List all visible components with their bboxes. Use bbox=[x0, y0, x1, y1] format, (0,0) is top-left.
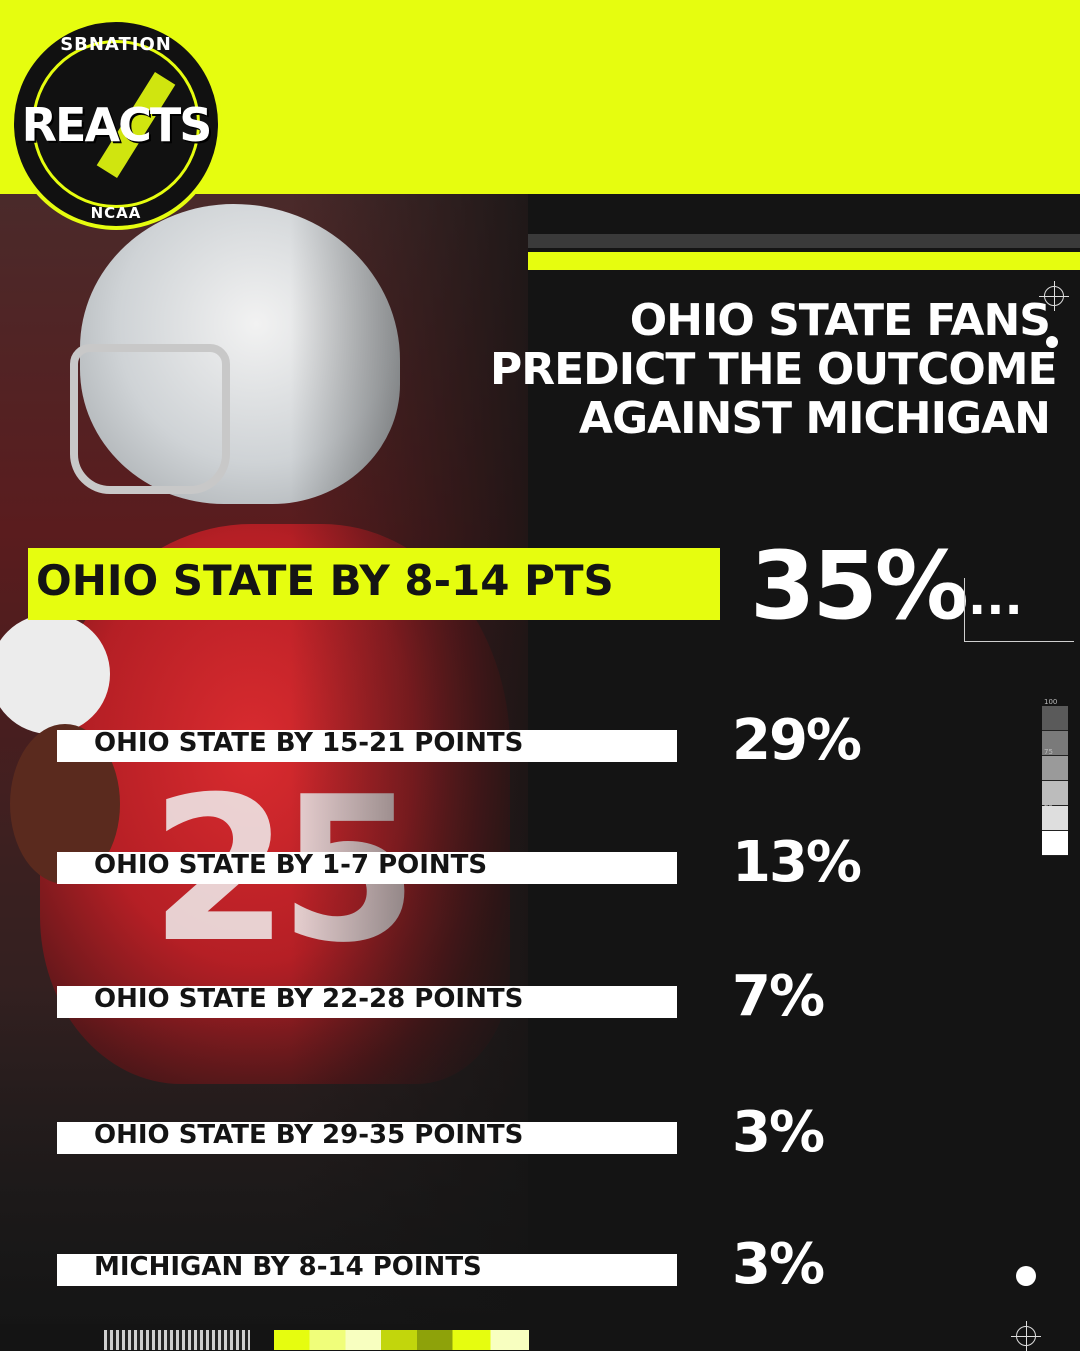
top-result-bar bbox=[28, 548, 720, 620]
speech-bubble-outline bbox=[964, 578, 1074, 642]
logo-ring bbox=[32, 40, 200, 208]
scale-tick-label: 75 bbox=[1044, 748, 1053, 756]
result-value: 3% bbox=[732, 1100, 825, 1165]
crosshair-icon bbox=[1011, 1321, 1041, 1351]
scale-segment bbox=[1042, 706, 1068, 731]
title-line-3: AGAINST MICHIGAN bbox=[578, 393, 1051, 444]
scale-segment bbox=[1042, 831, 1068, 856]
result-value: 29% bbox=[732, 708, 862, 773]
result-bar bbox=[57, 1122, 677, 1154]
result-label: OHIO STATE BY 22-28 POINTS bbox=[94, 984, 524, 1014]
result-label: OHIO STATE BY 1-7 POINTS bbox=[94, 850, 488, 880]
result-label: OHIO STATE BY 15-21 POINTS bbox=[94, 728, 524, 758]
scale-segment bbox=[1042, 781, 1068, 806]
result-value: 13% bbox=[732, 830, 862, 895]
logo-network: SBNATION bbox=[60, 34, 172, 55]
result-value: 3% bbox=[732, 1232, 825, 1297]
divider-stripe-dark bbox=[528, 234, 1080, 248]
top-result-label: OHIO STATE BY 8-14 PTS bbox=[36, 556, 614, 605]
dot-icon bbox=[1016, 1266, 1036, 1286]
logo-league: NCAA bbox=[90, 204, 142, 222]
dot-icon bbox=[1046, 336, 1058, 348]
logo-wordmark: REACTS bbox=[21, 98, 213, 152]
result-label: MICHIGAN BY 8-14 POINTS bbox=[94, 1252, 482, 1282]
scale-tick-label: 100 bbox=[1044, 698, 1058, 706]
title-line-2: PREDICT THE OUTCOME bbox=[490, 344, 1058, 395]
sbnation-reacts-logo: SBNATION REACTS NCAA bbox=[10, 18, 222, 230]
ellipsis-icon: ... bbox=[968, 570, 1023, 626]
crosshair-icon bbox=[1039, 281, 1069, 311]
result-label: OHIO STATE BY 29-35 POINTS bbox=[94, 1120, 524, 1150]
scale-segment bbox=[1042, 806, 1068, 831]
result-bar bbox=[57, 986, 677, 1018]
scale-tick-label: 25 bbox=[1044, 800, 1053, 808]
page-title: OHIO STATE FANS PREDICT THE OUTCOME AGAI… bbox=[490, 295, 1058, 444]
result-value: 7% bbox=[732, 964, 825, 1029]
color-swatch-strip bbox=[274, 1330, 529, 1350]
result-bar bbox=[57, 852, 677, 884]
result-bar bbox=[57, 1254, 677, 1286]
halftone-strip bbox=[104, 1330, 250, 1350]
scale-segment bbox=[1042, 731, 1068, 756]
scale-gauge bbox=[1042, 706, 1068, 858]
title-line-1: OHIO STATE FANS bbox=[629, 295, 1051, 346]
divider-stripe-lime bbox=[528, 252, 1080, 270]
result-bar bbox=[57, 730, 677, 762]
top-result-value: 35% bbox=[750, 532, 969, 641]
scale-segment bbox=[1042, 756, 1068, 781]
